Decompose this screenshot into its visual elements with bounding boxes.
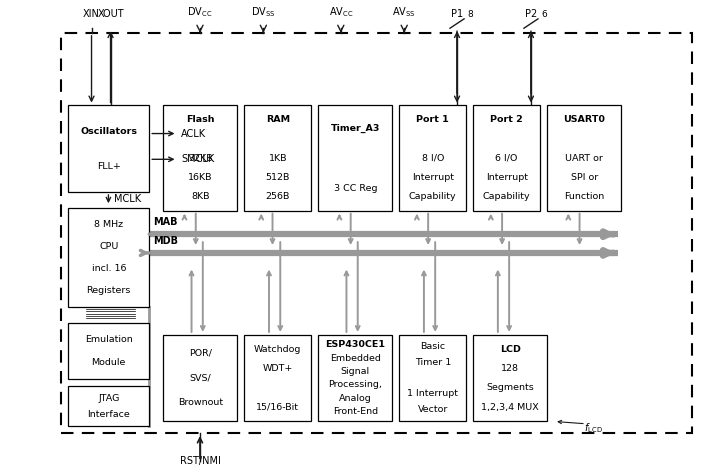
Text: 6: 6 <box>542 9 547 18</box>
FancyBboxPatch shape <box>245 105 311 211</box>
FancyBboxPatch shape <box>69 105 149 192</box>
FancyBboxPatch shape <box>399 105 466 211</box>
Text: Vector: Vector <box>418 405 448 414</box>
Text: 1 Interrupt: 1 Interrupt <box>407 389 458 398</box>
Text: 8 I/O: 8 I/O <box>421 153 444 163</box>
Text: Port 1: Port 1 <box>416 115 449 124</box>
Text: Watchdog: Watchdog <box>254 345 301 354</box>
Text: SVS/: SVS/ <box>189 374 211 383</box>
Text: Signal: Signal <box>341 367 370 376</box>
Text: 6 I/O: 6 I/O <box>496 153 518 163</box>
FancyBboxPatch shape <box>69 209 149 307</box>
Text: UART or: UART or <box>565 153 603 163</box>
Text: MDB: MDB <box>153 236 177 245</box>
Text: RAM: RAM <box>266 115 290 124</box>
Text: Capability: Capability <box>409 192 457 201</box>
Text: Analog: Analog <box>339 394 372 403</box>
FancyBboxPatch shape <box>163 105 238 211</box>
Text: Embedded: Embedded <box>330 354 380 362</box>
FancyBboxPatch shape <box>473 105 540 211</box>
Text: 8: 8 <box>467 9 473 18</box>
Text: WDT+: WDT+ <box>262 364 293 373</box>
Text: 256B: 256B <box>266 192 290 201</box>
FancyBboxPatch shape <box>318 105 392 211</box>
Text: 8KB: 8KB <box>191 192 209 201</box>
Text: SMCLK: SMCLK <box>181 154 214 164</box>
Text: 1,2,3,4 MUX: 1,2,3,4 MUX <box>481 403 539 412</box>
FancyBboxPatch shape <box>399 335 466 421</box>
Text: Emulation: Emulation <box>85 336 133 345</box>
Text: Segments: Segments <box>486 383 534 392</box>
FancyBboxPatch shape <box>69 387 149 426</box>
Text: 3 CC Reg: 3 CC Reg <box>334 184 377 193</box>
Text: Timer 1: Timer 1 <box>414 358 451 367</box>
Text: XIN: XIN <box>83 9 100 19</box>
Text: DV$_{\mathsf{CC}}$: DV$_{\mathsf{CC}}$ <box>187 5 213 19</box>
Text: Interface: Interface <box>88 410 130 419</box>
Text: CPU: CPU <box>99 242 119 251</box>
Text: Front-End: Front-End <box>333 407 378 416</box>
Text: 1KB: 1KB <box>269 153 287 163</box>
Text: 16KB: 16KB <box>188 173 213 182</box>
Text: Function: Function <box>564 192 604 201</box>
FancyBboxPatch shape <box>318 335 392 421</box>
FancyBboxPatch shape <box>547 105 621 211</box>
Text: ACLK: ACLK <box>181 128 206 139</box>
Text: Processing,: Processing, <box>328 380 382 389</box>
Text: AV$_{\mathsf{SS}}$: AV$_{\mathsf{SS}}$ <box>392 5 416 19</box>
Text: LCD: LCD <box>500 345 520 354</box>
Text: Module: Module <box>92 358 126 367</box>
Text: Oscillators: Oscillators <box>81 127 137 136</box>
Text: Registers: Registers <box>86 286 131 295</box>
Text: Interrupt: Interrupt <box>411 173 454 182</box>
Text: $f_{\mathsf{LCD}}$: $f_{\mathsf{LCD}}$ <box>583 421 602 435</box>
Text: 15/16-Bit: 15/16-Bit <box>257 403 299 412</box>
Text: MCLK: MCLK <box>114 194 141 204</box>
Text: SPI or: SPI or <box>571 173 597 182</box>
Text: Interrupt: Interrupt <box>486 173 527 182</box>
FancyBboxPatch shape <box>69 323 149 379</box>
Text: ESP430CE1: ESP430CE1 <box>325 340 385 349</box>
Text: Capability: Capability <box>483 192 530 201</box>
Text: Basic: Basic <box>420 342 445 351</box>
Text: AV$_{\mathsf{CC}}$: AV$_{\mathsf{CC}}$ <box>329 5 353 19</box>
FancyBboxPatch shape <box>245 335 311 421</box>
Text: P1: P1 <box>451 9 463 19</box>
Text: POR/: POR/ <box>189 349 212 358</box>
Text: 512B: 512B <box>266 173 290 182</box>
Text: DV$_{\mathsf{SS}}$: DV$_{\mathsf{SS}}$ <box>251 5 276 19</box>
Text: XOUT: XOUT <box>98 9 124 19</box>
Text: Port 2: Port 2 <box>490 115 523 124</box>
Text: USART0: USART0 <box>563 115 605 124</box>
Text: 8 MHz: 8 MHz <box>94 220 123 229</box>
Text: Timer_A3: Timer_A3 <box>331 124 380 133</box>
Text: 32KB: 32KB <box>188 153 213 163</box>
Text: 128: 128 <box>501 364 519 373</box>
Text: incl. 16: incl. 16 <box>91 264 126 273</box>
Text: RST/NMI: RST/NMI <box>180 456 221 466</box>
Text: MAB: MAB <box>153 217 177 227</box>
FancyBboxPatch shape <box>163 335 238 421</box>
FancyBboxPatch shape <box>473 335 547 421</box>
Text: JTAG: JTAG <box>98 394 119 403</box>
Text: Flash: Flash <box>186 115 215 124</box>
Text: FLL+: FLL+ <box>97 161 121 170</box>
Text: Brownout: Brownout <box>177 398 223 407</box>
Text: P2: P2 <box>525 9 537 19</box>
